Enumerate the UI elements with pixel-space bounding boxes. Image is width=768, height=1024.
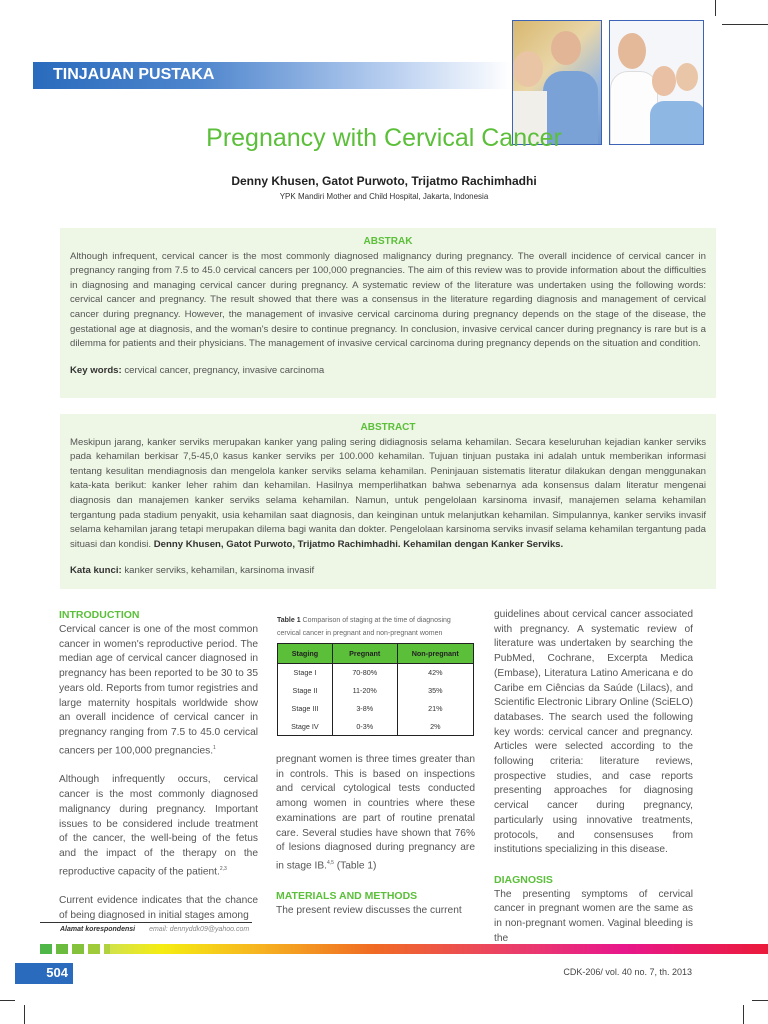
table-caption: Table 1 Comparison of staging at the tim… — [277, 617, 451, 637]
abstract-text: Meskipun jarang, kanker serviks merupaka… — [70, 436, 706, 550]
table-cell: 35% — [396, 681, 474, 700]
table-cell: 42% — [396, 663, 474, 682]
paragraph: pregnant women is three times greater th… — [276, 754, 475, 872]
correspondence: Alamat korespondensi email: dennyddk09@ya… — [60, 926, 249, 933]
abstract-box: ABSTRACT Meskipun jarang, kanker serviks… — [60, 414, 716, 589]
color-square — [88, 944, 100, 954]
table-cell: Stage III — [277, 699, 333, 718]
staging-table: Staging Pregnant Non-pregnant Stage I 70-… — [277, 643, 475, 736]
table-cell: 3-8% — [331, 699, 398, 718]
abstrak-body: Although infrequent, cervical cancer is … — [70, 250, 706, 350]
color-square — [72, 944, 84, 954]
table-cell: Stage I — [277, 663, 333, 682]
paragraph: guidelines about cervical cancer associa… — [494, 609, 693, 856]
table-cell: 11-20% — [331, 681, 398, 700]
article-authors: Denny Khusen, Gatot Purwoto, Trijatmo Ra… — [231, 174, 537, 188]
color-square — [40, 944, 52, 954]
article-affiliation: YPK Mandiri Mother and Child Hospital, J… — [279, 192, 489, 201]
color-strip — [110, 944, 768, 954]
keywords-label: Key words: — [70, 364, 122, 376]
abstract-keywords: Kata kunci: kanker serviks, kehamilan, k… — [70, 564, 706, 579]
abstract-citation: Denny Khusen, Gatot Purwoto, Trijatmo Ra… — [153, 538, 564, 550]
crop-mark — [0, 1000, 15, 1001]
paragraph: Cervical cancer is one of the most commo… — [59, 624, 258, 757]
abstrak-box: ABSTRAK Although infrequent, cervical ca… — [60, 228, 716, 398]
abstrak-keywords: Key words: cervical cancer, pregnancy, i… — [70, 364, 706, 379]
photo-medical-team — [609, 20, 704, 145]
diagnosis-heading: DIAGNOSIS — [494, 873, 553, 886]
column-1: INTRODUCTION Cervical cancer is one of t… — [59, 608, 258, 939]
table-row: Stage IV 0-3% 2% — [277, 717, 474, 736]
table-row: Stage III 3-8% 21% — [277, 699, 474, 718]
abstract-body: Meskipun jarang, kanker serviks merupaka… — [70, 436, 706, 553]
section-label: TINJAUAN PUSTAKA — [53, 66, 215, 83]
photo-doctor-child — [512, 20, 602, 145]
table-cell: 0-3% — [331, 717, 398, 736]
paragraph: The presenting symptoms of cervical canc… — [494, 888, 693, 944]
paragraph: Current evidence indicates that the chan… — [59, 895, 258, 922]
correspondence-email[interactable]: email: dennyddk09@yahoo.com — [149, 926, 250, 933]
crop-mark — [722, 24, 768, 25]
table-cell: Stage IV — [277, 717, 333, 736]
correspondence-label: Alamat korespondensi — [60, 926, 136, 933]
table-row: Stage I 70-80% 42% — [277, 663, 474, 682]
abstract-heading: ABSTRACT — [360, 422, 416, 433]
table-cell: 70-80% — [331, 663, 398, 682]
table-row: Stage II 11-20% 35% — [277, 681, 474, 700]
keywords-value: cervical cancer, pregnancy, invasive car… — [121, 364, 325, 376]
crop-mark — [752, 1000, 768, 1001]
page-number: 504 — [15, 963, 73, 984]
article-title: Pregnancy with Cervical Cancer — [206, 124, 562, 152]
table-cell: 21% — [396, 699, 474, 718]
table-cell: 2% — [396, 717, 474, 736]
paragraph: The present review discusses the current — [276, 904, 462, 916]
footnote-divider — [40, 922, 252, 923]
keywords-label: Kata kunci: — [70, 565, 122, 577]
color-square — [56, 944, 68, 954]
section-banner: TINJAUAN PUSTAKA — [33, 62, 511, 89]
column-2: pregnant women is three times greater th… — [276, 753, 475, 933]
crop-mark — [715, 0, 716, 16]
table-header: Pregnant — [331, 643, 398, 664]
journal-citation: CDK-206/ vol. 40 no. 7, th. 2013 — [563, 967, 692, 977]
introduction-heading: INTRODUCTION — [59, 609, 140, 621]
table-header: Non-pregnant — [396, 643, 475, 664]
column-3: guidelines about cervical cancer associa… — [494, 608, 693, 961]
keywords-value: kanker serviks, kehamilan, karsinoma inv… — [121, 565, 315, 577]
table-cell: Stage II — [277, 681, 333, 700]
crop-mark — [24, 1005, 25, 1024]
abstrak-heading: ABSTRAK — [363, 236, 413, 247]
crop-mark — [743, 1005, 744, 1024]
materials-methods-heading: MATERIALS AND METHODS — [276, 889, 418, 902]
table-header: Staging — [277, 643, 333, 664]
paragraph: Although infrequently occurs, cervical c… — [59, 774, 258, 878]
